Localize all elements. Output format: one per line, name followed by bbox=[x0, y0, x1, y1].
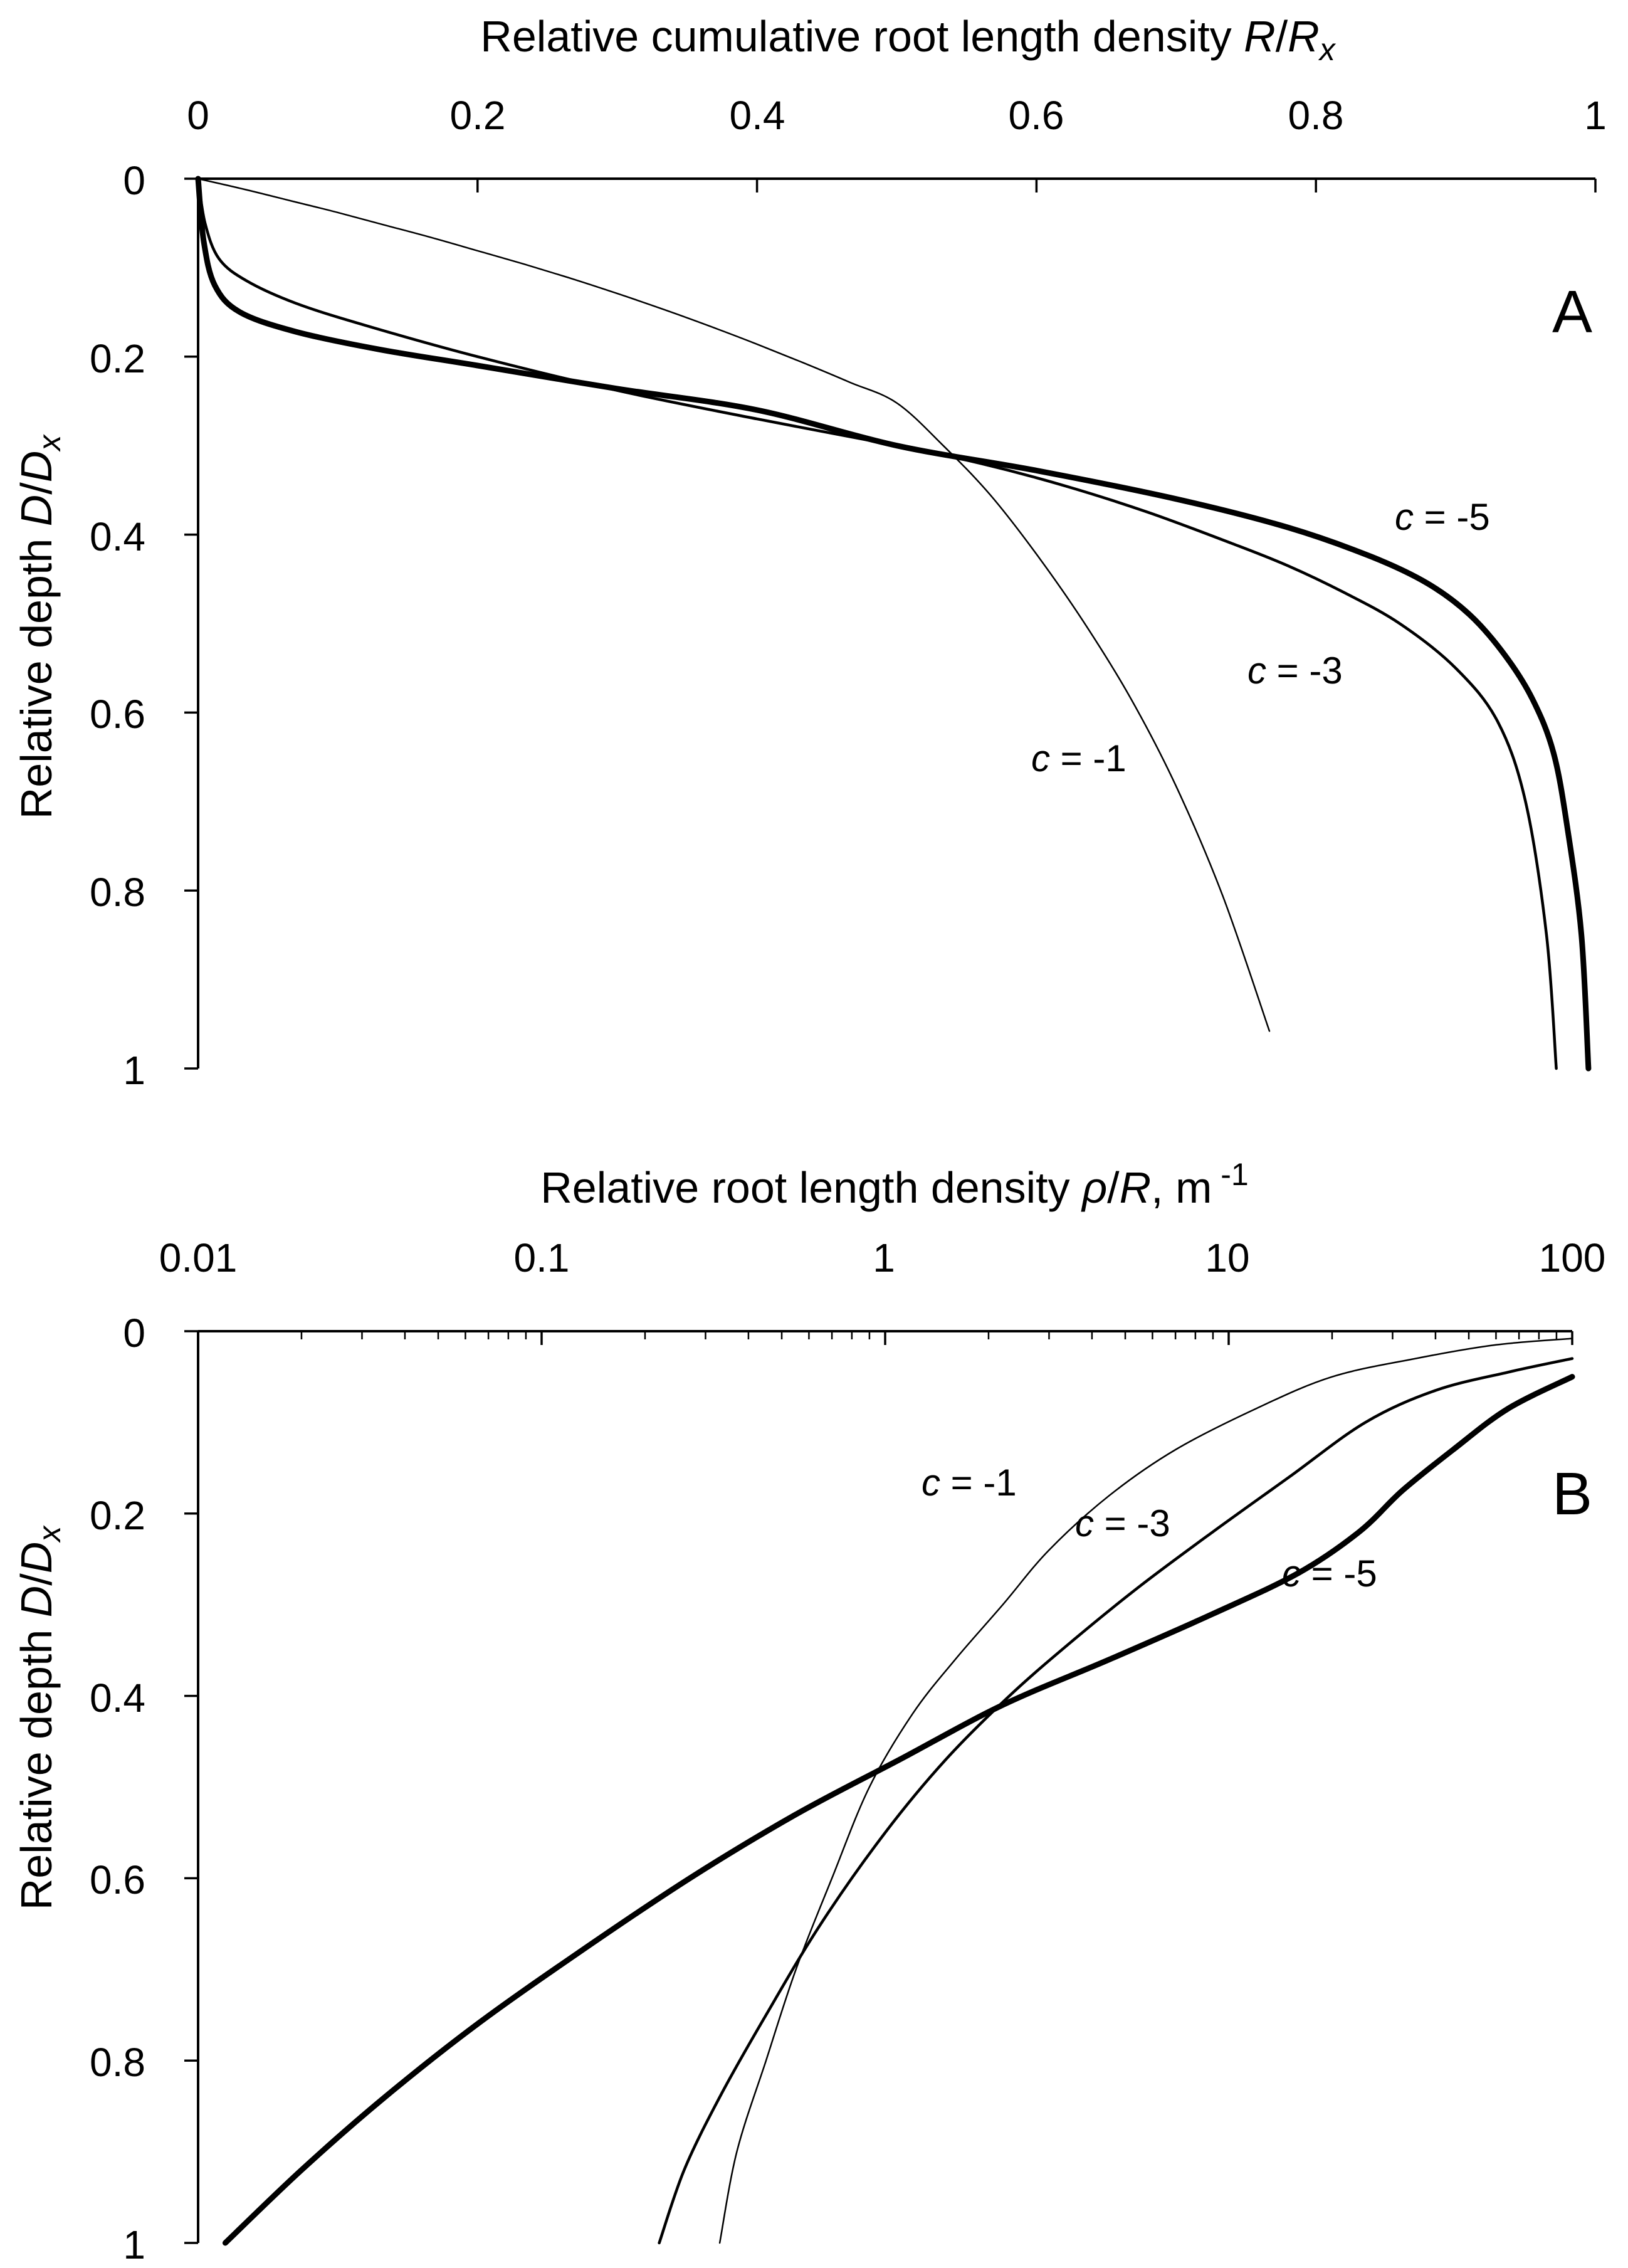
panel-a-series-c-5-2 bbox=[195, 176, 1592, 1072]
panel-a-series-c-1-0 bbox=[197, 177, 1271, 1032]
panel-b-label-c-minus-1: c = -1 bbox=[922, 1462, 1017, 1504]
panel-a-x-tick-label-2: 0.4 bbox=[730, 93, 785, 138]
panel-b-label-c-minus-5: c = -5 bbox=[1282, 1553, 1377, 1595]
panel-b-y-axis-title: Relative depth D/Dx bbox=[12, 1525, 67, 1911]
panel-a-label-c-minus-5: c = -5 bbox=[1395, 496, 1490, 538]
panel-a: Relative cumulative root length density … bbox=[12, 12, 1607, 1093]
panel-a-y-tick-label-0: 0 bbox=[123, 158, 145, 203]
panel-a-x-tick-label-4: 0.8 bbox=[1288, 93, 1344, 138]
panel-b-series-c-3-1 bbox=[658, 1357, 1574, 2245]
panel-a-y-tick-label-5: 1 bbox=[123, 1048, 145, 1093]
panel-b-label-c-minus-3: c = -3 bbox=[1075, 1502, 1170, 1544]
panel-a-y-tick-label-2: 0.4 bbox=[90, 514, 145, 559]
panel-b-y-tick-label-3: 0.6 bbox=[90, 1857, 145, 1902]
panel-b-x-tick-label-3: 10 bbox=[1205, 1235, 1249, 1280]
panel-a-y-tick-label-3: 0.6 bbox=[90, 692, 145, 737]
panel-b-letter: B bbox=[1552, 1460, 1592, 1527]
panel-a-axes bbox=[184, 177, 1597, 1070]
panel-a-label-c-minus-1: c = -1 bbox=[1031, 737, 1126, 779]
panel-b-x-tick-label-1: 0.1 bbox=[514, 1235, 570, 1280]
panel-a-x-tick-label-0: 0 bbox=[187, 93, 209, 138]
panel-b-y-tick-label-4: 0.8 bbox=[90, 2040, 145, 2085]
panel-b-series-c-5-2 bbox=[222, 1374, 1575, 2246]
panel-a-letter: A bbox=[1552, 278, 1592, 345]
panel-a-x-axis-title: Relative cumulative root length density … bbox=[480, 12, 1336, 67]
panel-b-x-tick-label-4: 100 bbox=[1539, 1235, 1606, 1280]
panel-b-x-tick-labels: 0.01 0.1 1 10 100 bbox=[159, 1235, 1606, 1280]
panel-b-y-tick-labels: 0 0.2 0.4 0.6 0.8 1 bbox=[90, 1311, 145, 2267]
panel-a-x-tick-labels: 0 0.2 0.4 0.6 0.8 1 bbox=[187, 93, 1607, 138]
panel-b-plot-area bbox=[222, 1337, 1575, 2246]
panel-a-y-axis-title: Relative depth D/Dx bbox=[12, 434, 67, 820]
panel-a-series-c-3-1 bbox=[196, 177, 1558, 1070]
panel-b-series-c-1-0 bbox=[718, 1337, 1573, 2244]
panel-a-plot-area bbox=[195, 176, 1592, 1072]
panel-a-x-tick-label-5: 1 bbox=[1584, 93, 1607, 138]
panel-a-y-tick-label-1: 0.2 bbox=[90, 336, 145, 381]
panel-b-x-tick-label-2: 1 bbox=[873, 1235, 895, 1280]
panel-a-x-tick-label-3: 0.6 bbox=[1009, 93, 1064, 138]
panel-b-x-tick-label-0: 0.01 bbox=[159, 1235, 238, 1280]
panel-b-axes bbox=[184, 1330, 1573, 2244]
panel-b-y-tick-label-0: 0 bbox=[123, 1311, 145, 1356]
panel-a-x-tick-label-1: 0.2 bbox=[450, 93, 506, 138]
panel-a-y-tick-labels: 0 0.2 0.4 0.6 0.8 1 bbox=[90, 158, 145, 1093]
panel-b-y-tick-label-2: 0.4 bbox=[90, 1675, 145, 1721]
panel-a-y-tick-label-4: 0.8 bbox=[90, 870, 145, 915]
panel-b-y-tick-label-1: 0.2 bbox=[90, 1493, 145, 1538]
panel-b-x-axis-title: Relative root length density ρ/R, m -1 bbox=[540, 1157, 1249, 1212]
panel-b-y-tick-label-5: 1 bbox=[123, 2222, 145, 2267]
panel-b: Relative root length density ρ/R, m -1 R… bbox=[12, 1157, 1605, 2267]
panel-a-label-c-minus-3: c = -3 bbox=[1247, 650, 1343, 692]
